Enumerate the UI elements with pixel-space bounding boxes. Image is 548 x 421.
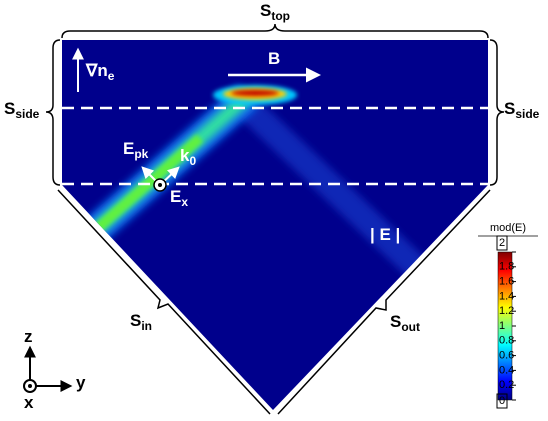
label: Sside: [504, 99, 540, 121]
label-subscript: pk: [134, 147, 148, 161]
colorbar-tick-label: 1: [499, 320, 505, 332]
label: x: [24, 393, 34, 412]
colorbar-tick-label: 1.2: [499, 305, 514, 317]
tick-box: [496, 235, 508, 251]
brace: [61, 23, 489, 39]
colorbar-tick-label: 0.8: [499, 335, 514, 347]
field-map: [62, 40, 488, 410]
label-base: y: [76, 373, 86, 392]
colorbar-title: mod(E): [490, 222, 526, 234]
colorbar-tick-label: 0.2: [499, 379, 514, 391]
label-subscript: x: [181, 195, 188, 209]
label: z: [24, 327, 33, 346]
label-base: x: [24, 393, 34, 412]
label: k0: [180, 146, 196, 168]
label: Sout: [390, 312, 420, 334]
label: ∇ne: [85, 61, 115, 83]
label-subscript: 0: [189, 154, 196, 168]
brace: [45, 39, 61, 186]
label-base: B: [268, 49, 280, 68]
label-subscript: side: [515, 107, 539, 121]
label-base: E: [170, 187, 181, 206]
brace: [489, 39, 505, 186]
label-base: S: [130, 311, 141, 330]
colorbar-tick-label: 1.4: [499, 290, 514, 302]
out-of-plane-dot: [158, 183, 162, 187]
label-base: S: [260, 1, 271, 20]
label: B: [268, 49, 280, 68]
colorbar-tick-label: 0.4: [499, 364, 514, 376]
label-subscript: side: [15, 107, 39, 121]
label: Sside: [4, 99, 40, 121]
colorbar-tick-label: 0.6: [499, 350, 514, 362]
label-base: S: [4, 99, 15, 118]
axis-dot: [28, 384, 32, 388]
label-base: ∇n: [85, 61, 108, 80]
label-subscript: in: [141, 319, 152, 333]
colorbar-tick-label: 1.6: [499, 276, 514, 288]
label-base: | E |: [370, 225, 400, 244]
colorbar-tick-label: 2: [499, 237, 505, 249]
label: | E |: [370, 225, 400, 244]
label: Ex: [170, 187, 188, 209]
label: Epk: [123, 139, 149, 161]
label-base: z: [24, 327, 33, 346]
label-subscript: e: [108, 69, 115, 83]
label-base: E: [123, 139, 134, 158]
label-base: S: [504, 99, 515, 118]
label: y: [76, 373, 86, 392]
label: Stop: [260, 1, 290, 23]
label: Sin: [130, 311, 152, 333]
colorbar-tick-label: 1.8: [499, 261, 514, 273]
tick-box: [496, 393, 508, 409]
label-base: S: [390, 312, 401, 331]
label-subscript: out: [401, 320, 420, 334]
label-subscript: top: [271, 9, 290, 23]
label-base: k: [180, 146, 190, 165]
colorbar-tick-label: 0: [499, 395, 505, 407]
brace: [57, 189, 271, 415]
brace: [277, 189, 491, 415]
